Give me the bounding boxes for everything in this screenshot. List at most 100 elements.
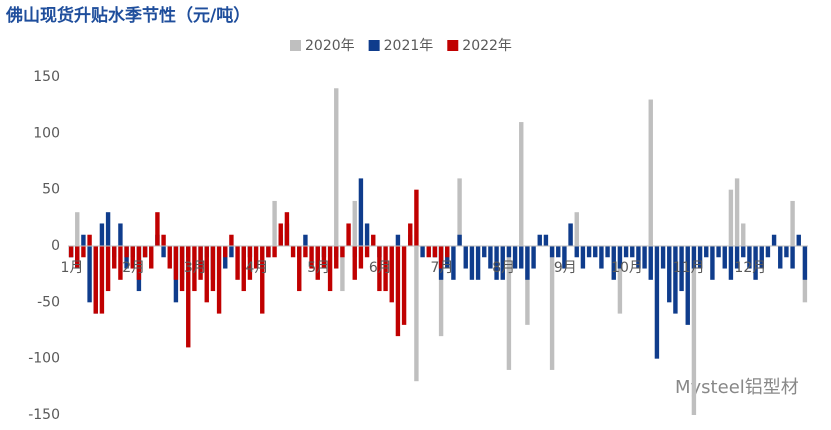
- bar: [623, 246, 629, 258]
- bar: [531, 246, 536, 269]
- bar: [395, 234, 401, 246]
- bar: [118, 223, 123, 246]
- bar: [716, 246, 721, 258]
- bar: [266, 246, 271, 258]
- bar: [568, 223, 573, 246]
- bar: [155, 212, 160, 246]
- bar: [525, 246, 530, 280]
- x-tick-label: 4月: [246, 260, 269, 276]
- y-tick-label: 150: [33, 69, 60, 85]
- bar: [667, 246, 672, 303]
- bar: [309, 246, 314, 269]
- bar: [747, 246, 752, 269]
- bar: [630, 246, 635, 258]
- bar: [463, 246, 468, 269]
- bar: [506, 246, 512, 370]
- bar: [105, 212, 111, 246]
- bar: [173, 246, 179, 280]
- legend-label: 2020年: [305, 38, 355, 54]
- bar: [519, 246, 524, 269]
- bar: [204, 246, 209, 303]
- bar: [648, 99, 653, 247]
- legend-swatch: [290, 40, 301, 51]
- bar: [179, 246, 185, 292]
- bar: [586, 246, 592, 258]
- bar: [759, 246, 764, 269]
- bar: [562, 246, 567, 269]
- x-tick-label: 12月: [734, 260, 766, 276]
- bar: [469, 246, 475, 280]
- bar: [377, 246, 382, 292]
- bar: [765, 246, 771, 258]
- bar: [414, 246, 419, 382]
- bar: [549, 246, 555, 258]
- bar: [500, 246, 505, 280]
- bar: [216, 246, 222, 314]
- bar: [253, 246, 259, 269]
- bar: [642, 246, 647, 269]
- bar: [414, 189, 419, 246]
- bar: [574, 246, 579, 258]
- bar: [241, 246, 246, 292]
- y-tick-label: 0: [51, 238, 60, 254]
- bar: [81, 234, 86, 246]
- x-tick-label: 5月: [307, 260, 330, 276]
- bar: [556, 246, 561, 258]
- x-tick-label: 2月: [122, 260, 145, 276]
- legend-label: 2022年: [462, 38, 512, 54]
- bar: [438, 246, 444, 269]
- x-tick-label: 1月: [61, 260, 84, 276]
- bar: [691, 246, 697, 415]
- bar: [494, 246, 499, 280]
- bar: [537, 234, 542, 246]
- bar: [457, 234, 462, 246]
- bar: [235, 246, 240, 280]
- bar: [352, 246, 357, 280]
- bar: [149, 246, 154, 269]
- bar: [99, 246, 105, 314]
- bar: [710, 246, 715, 280]
- bar: [334, 88, 339, 247]
- y-tick-label: 100: [33, 125, 60, 141]
- bar: [136, 246, 142, 280]
- bar: [167, 246, 172, 269]
- bar: [654, 246, 660, 359]
- bar: [272, 246, 277, 258]
- bar: [297, 246, 302, 292]
- bar: [186, 246, 191, 348]
- legend-swatch: [447, 40, 459, 51]
- bar: [161, 246, 166, 258]
- bar: [358, 178, 364, 246]
- bar: [340, 246, 345, 258]
- bar: [112, 246, 117, 269]
- bar: [99, 223, 105, 246]
- bar: [741, 246, 746, 258]
- bar: [784, 246, 789, 258]
- bar: [605, 246, 610, 258]
- bar: [790, 246, 795, 269]
- bar: [364, 246, 370, 258]
- bar: [408, 223, 413, 246]
- chart-title: 佛山现货升贴水季节性（元/吨）: [5, 5, 250, 26]
- bar: [290, 246, 296, 258]
- bar: [599, 246, 604, 269]
- bar: [679, 246, 684, 292]
- bar: [593, 246, 598, 258]
- bar: [697, 246, 703, 269]
- bar: [364, 223, 370, 246]
- bar: [247, 246, 253, 280]
- bar: [519, 122, 524, 246]
- bar: [438, 246, 444, 337]
- bar: [75, 212, 80, 246]
- bar: [488, 246, 493, 269]
- watermark: Mysteel铝型材: [675, 377, 799, 398]
- bar: [673, 246, 678, 314]
- bar: [778, 246, 783, 269]
- x-tick-label: 9月: [554, 260, 577, 276]
- bar: [229, 234, 234, 246]
- y-tick-label: -50: [37, 294, 60, 310]
- bar: [93, 246, 98, 314]
- bar: [278, 223, 283, 246]
- bar: [124, 246, 129, 258]
- bar: [574, 212, 579, 246]
